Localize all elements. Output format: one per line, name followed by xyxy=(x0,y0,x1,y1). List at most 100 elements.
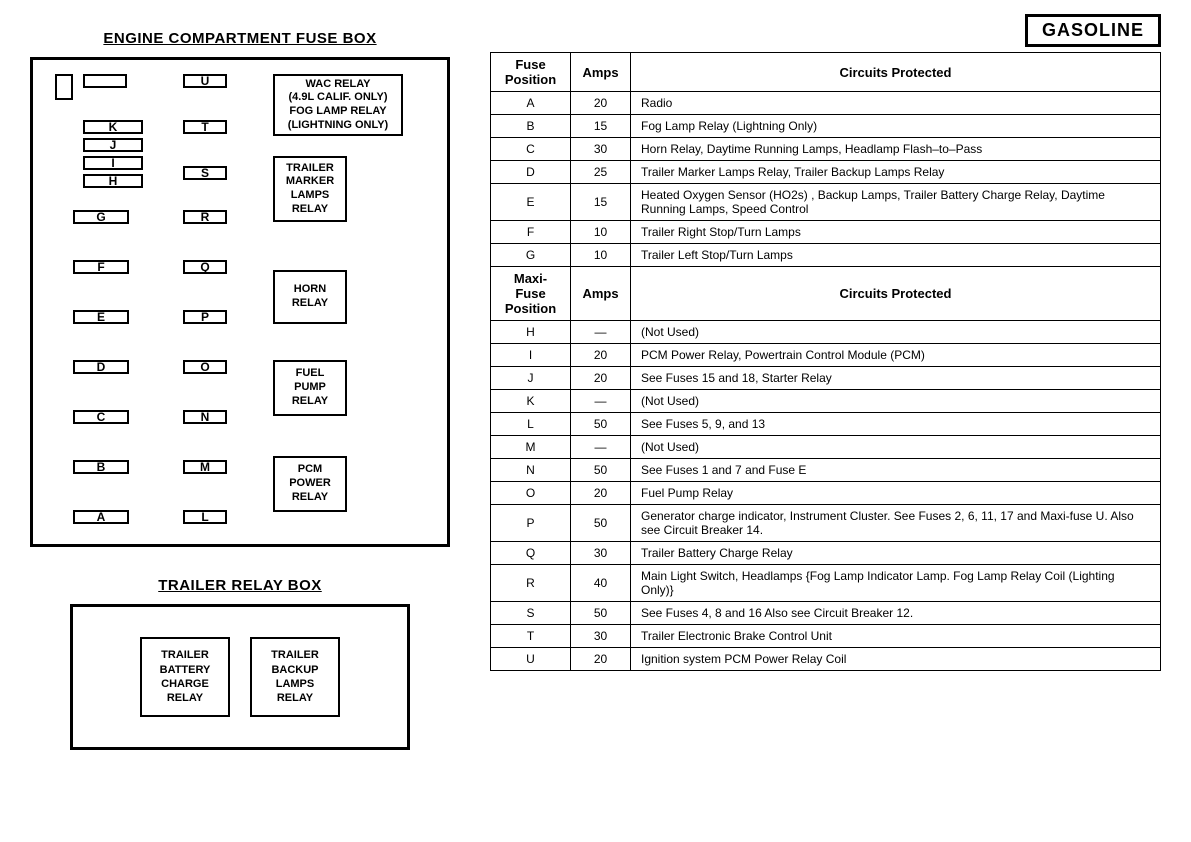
cell-amps: 20 xyxy=(571,648,631,671)
fuse-A: A xyxy=(73,510,129,524)
cell-position: U xyxy=(491,648,571,671)
th-maxifuse-position: Maxi-FusePosition xyxy=(491,267,571,321)
maxifuse-row: N50See Fuses 1 and 7 and Fuse E xyxy=(491,459,1161,482)
cell-circuits: Trailer Battery Charge Relay xyxy=(631,542,1161,565)
fuse-row: C30Horn Relay, Daytime Running Lamps, He… xyxy=(491,138,1161,161)
engine-title: ENGINE COMPARTMENT FUSE BOX xyxy=(30,30,450,47)
cell-position: K xyxy=(491,390,571,413)
th-amps-2: Amps xyxy=(571,267,631,321)
cell-circuits: (Not Used) xyxy=(631,321,1161,344)
cell-amps: 20 xyxy=(571,367,631,390)
maxifuse-row: M—(Not Used) xyxy=(491,436,1161,459)
th-circuits-2: Circuits Protected xyxy=(631,267,1161,321)
trailer-relay-battery-charge: TRAILERBATTERYCHARGERELAY xyxy=(140,637,230,717)
cell-circuits: Trailer Left Stop/Turn Lamps xyxy=(631,244,1161,267)
cell-position: D xyxy=(491,161,571,184)
cell-amps: 50 xyxy=(571,505,631,542)
table-header-row-1: FusePosition Amps Circuits Protected xyxy=(491,53,1161,92)
cell-amps: 10 xyxy=(571,244,631,267)
cell-position: M xyxy=(491,436,571,459)
fuse-S: S xyxy=(183,166,227,180)
engine-fuse-box: UKTJIHSGRFQEPDOCNBMALWAC RELAY(4.9L CALI… xyxy=(30,57,450,547)
cell-position: O xyxy=(491,482,571,505)
cell-amps: 25 xyxy=(571,161,631,184)
th-amps: Amps xyxy=(571,53,631,92)
relay-horn: HORNRELAY xyxy=(273,270,347,324)
maxifuse-row: H—(Not Used) xyxy=(491,321,1161,344)
fuse-I: I xyxy=(83,156,143,170)
th-circuits: Circuits Protected xyxy=(631,53,1161,92)
cell-amps: 30 xyxy=(571,625,631,648)
fuse-L: L xyxy=(183,510,227,524)
fuse-H: H xyxy=(83,174,143,188)
cell-amps: 40 xyxy=(571,565,631,602)
cell-circuits: (Not Used) xyxy=(631,436,1161,459)
maxifuse-row: U20Ignition system PCM Power Relay Coil xyxy=(491,648,1161,671)
cell-amps: 50 xyxy=(571,602,631,625)
cell-amps: — xyxy=(571,436,631,459)
cell-amps: 30 xyxy=(571,138,631,161)
page-root: ENGINE COMPARTMENT FUSE BOX UKTJIHSGRFQE… xyxy=(30,18,1161,750)
fuse-rows: A20RadioB15Fog Lamp Relay (Lightning Onl… xyxy=(491,92,1161,267)
fuse-row: G10Trailer Left Stop/Turn Lamps xyxy=(491,244,1161,267)
cell-circuits: Generator charge indicator, Instrument C… xyxy=(631,505,1161,542)
cell-circuits: Fuel Pump Relay xyxy=(631,482,1161,505)
relay-fuel-pump: FUELPUMPRELAY xyxy=(273,360,347,416)
maxifuse-row: J20See Fuses 15 and 18, Starter Relay xyxy=(491,367,1161,390)
maxifuse-row: T30Trailer Electronic Brake Control Unit xyxy=(491,625,1161,648)
maxifuse-row: K—(Not Used) xyxy=(491,390,1161,413)
fuse-row: A20Radio xyxy=(491,92,1161,115)
maxifuse-row: S50See Fuses 4, 8 and 16 Also see Circui… xyxy=(491,602,1161,625)
cell-circuits: Main Light Switch, Headlamps {Fog Lamp I… xyxy=(631,565,1161,602)
fuse-K: K xyxy=(83,120,143,134)
fuse-F: F xyxy=(73,260,129,274)
fuse-E: E xyxy=(73,310,129,324)
cell-amps: 30 xyxy=(571,542,631,565)
fuse-P: P xyxy=(183,310,227,324)
cell-position: B xyxy=(491,115,571,138)
fuse-M: M xyxy=(183,460,227,474)
cell-position: G xyxy=(491,244,571,267)
cell-position: T xyxy=(491,625,571,648)
cell-circuits: PCM Power Relay, Powertrain Control Modu… xyxy=(631,344,1161,367)
fuse-R: R xyxy=(183,210,227,224)
fuse-T: T xyxy=(183,120,227,134)
fuse-J: J xyxy=(83,138,143,152)
cell-position: F xyxy=(491,221,571,244)
th-fuse-position: FusePosition xyxy=(491,53,571,92)
fuse-blank1 xyxy=(55,74,73,100)
cell-amps: 20 xyxy=(571,344,631,367)
cell-circuits: Trailer Right Stop/Turn Lamps xyxy=(631,221,1161,244)
cell-circuits: Heated Oxygen Sensor (HO2s) , Backup Lam… xyxy=(631,184,1161,221)
cell-circuits: See Fuses 15 and 18, Starter Relay xyxy=(631,367,1161,390)
fuse-O: O xyxy=(183,360,227,374)
fuse-row: D25Trailer Marker Lamps Relay, Trailer B… xyxy=(491,161,1161,184)
cell-amps: 20 xyxy=(571,92,631,115)
fuse-row: B15Fog Lamp Relay (Lightning Only) xyxy=(491,115,1161,138)
relay-pcm-power: PCMPOWERRELAY xyxy=(273,456,347,512)
fuse-Q: Q xyxy=(183,260,227,274)
trailer-relay-box: TRAILERBATTERYCHARGERELAYTRAILERBACKUPLA… xyxy=(70,604,410,750)
relay-trailer-marker: TRAILERMARKERLAMPSRELAY xyxy=(273,156,347,222)
cell-position: C xyxy=(491,138,571,161)
cell-circuits: Horn Relay, Daytime Running Lamps, Headl… xyxy=(631,138,1161,161)
trailer-title: TRAILER RELAY BOX xyxy=(30,577,450,594)
cell-position: L xyxy=(491,413,571,436)
cell-position: I xyxy=(491,344,571,367)
maxifuse-row: R40Main Light Switch, Headlamps {Fog Lam… xyxy=(491,565,1161,602)
fuse-row: F10Trailer Right Stop/Turn Lamps xyxy=(491,221,1161,244)
cell-circuits: See Fuses 4, 8 and 16 Also see Circuit B… xyxy=(631,602,1161,625)
cell-position: H xyxy=(491,321,571,344)
cell-circuits: Trailer Marker Lamps Relay, Trailer Back… xyxy=(631,161,1161,184)
gasoline-badge: GASOLINE xyxy=(1025,14,1161,47)
right-column: GASOLINE FusePosition Amps Circuits Prot… xyxy=(490,18,1161,671)
maxifuse-rows: H—(Not Used)I20PCM Power Relay, Powertra… xyxy=(491,321,1161,671)
cell-circuits: Fog Lamp Relay (Lightning Only) xyxy=(631,115,1161,138)
fuse-B: B xyxy=(73,460,129,474)
fuse-N: N xyxy=(183,410,227,424)
maxifuse-row: P50Generator charge indicator, Instrumen… xyxy=(491,505,1161,542)
cell-position: Q xyxy=(491,542,571,565)
maxifuse-row: I20PCM Power Relay, Powertrain Control M… xyxy=(491,344,1161,367)
fuse-G: G xyxy=(73,210,129,224)
fuse-table: FusePosition Amps Circuits Protected A20… xyxy=(490,52,1161,671)
